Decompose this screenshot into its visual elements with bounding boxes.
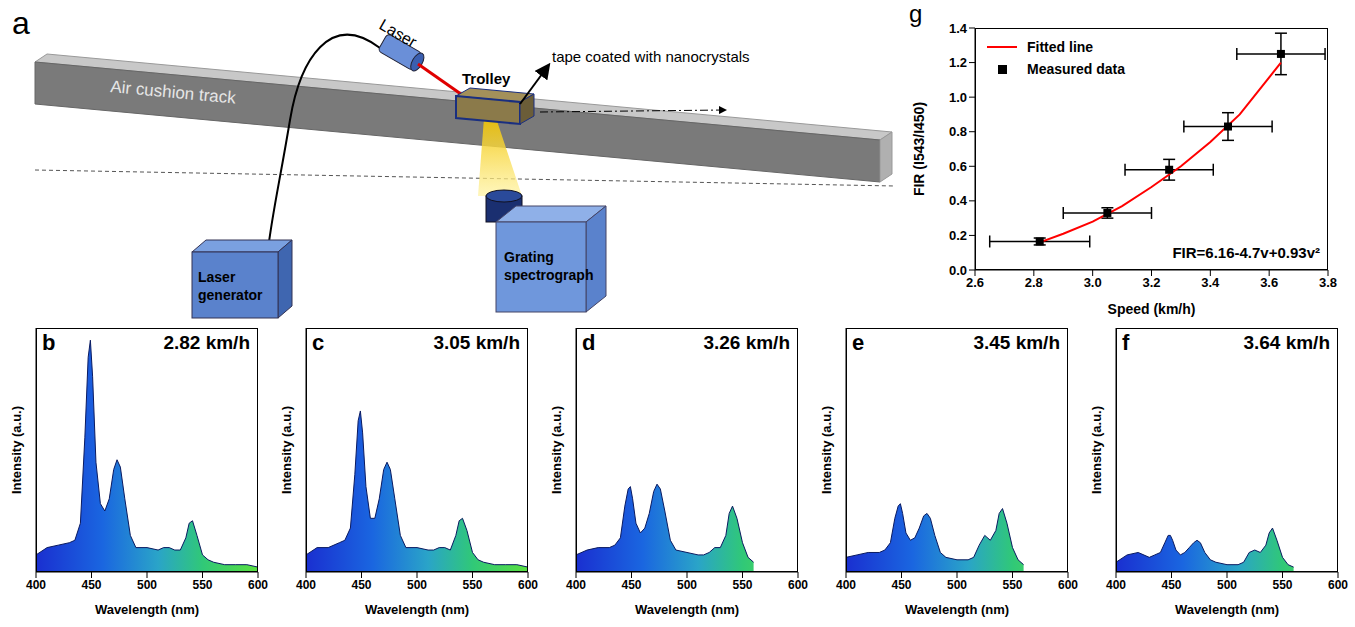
svg-text:400: 400 bbox=[836, 578, 856, 592]
svg-text:0.0: 0.0 bbox=[949, 263, 967, 278]
svg-text:spectrograph: spectrograph bbox=[504, 267, 593, 283]
svg-text:500: 500 bbox=[407, 578, 427, 592]
html-text:Intensity (a.u.): Intensity (a.u.) bbox=[1088, 405, 1104, 495]
svg-text:Wavelength (nm): Wavelength (nm) bbox=[95, 602, 199, 617]
svg-text:550: 550 bbox=[192, 578, 212, 592]
html-text:FIR (I543/I450): FIR (I543/I450) bbox=[911, 101, 927, 197]
svg-text:600: 600 bbox=[788, 578, 808, 592]
svg-text:2.8: 2.8 bbox=[1025, 275, 1043, 290]
svg-text:generator: generator bbox=[198, 287, 263, 303]
svg-text:Wavelength (nm): Wavelength (nm) bbox=[1175, 602, 1279, 617]
html-text:b: b bbox=[42, 330, 56, 355]
html-text:Fitted line: Fitted line bbox=[1027, 39, 1094, 55]
html-text:f: f bbox=[1122, 330, 1130, 355]
svg-text:a: a bbox=[12, 5, 30, 41]
html-text:3.45 km/h: 3.45 km/h bbox=[973, 332, 1060, 353]
svg-text:600: 600 bbox=[1328, 578, 1348, 592]
svg-text:500: 500 bbox=[947, 578, 967, 592]
svg-text:400: 400 bbox=[26, 578, 46, 592]
svg-text:1.4: 1.4 bbox=[949, 21, 968, 36]
svg-text:500: 500 bbox=[677, 578, 697, 592]
svg-text:3.2: 3.2 bbox=[1142, 275, 1160, 290]
svg-text:Grating: Grating bbox=[504, 249, 554, 265]
html-text:c: c bbox=[312, 330, 325, 355]
svg-text:450: 450 bbox=[351, 578, 371, 592]
html-text:Intensity (a.u.): Intensity (a.u.) bbox=[8, 405, 24, 495]
svg-text:3.0: 3.0 bbox=[1084, 275, 1102, 290]
html-text:3.05 km/h: 3.05 km/h bbox=[433, 332, 520, 353]
svg-text:550: 550 bbox=[1272, 578, 1292, 592]
svg-text:Air cushion track: Air cushion track bbox=[110, 77, 237, 108]
svg-text:450: 450 bbox=[621, 578, 641, 592]
svg-text:400: 400 bbox=[566, 578, 586, 592]
html-text:Intensity (a.u.): Intensity (a.u.) bbox=[548, 405, 564, 495]
svg-text:0.4: 0.4 bbox=[949, 193, 968, 208]
html-text:3.64 km/h: 3.64 km/h bbox=[1243, 332, 1330, 353]
svg-text:1.2: 1.2 bbox=[949, 55, 967, 70]
svg-text:Wavelength (nm): Wavelength (nm) bbox=[365, 602, 469, 617]
svg-text:450: 450 bbox=[1161, 578, 1181, 592]
html-text:Intensity (a.u.): Intensity (a.u.) bbox=[278, 405, 294, 495]
svg-text:Wavelength (nm): Wavelength (nm) bbox=[905, 602, 1009, 617]
svg-text:0.8: 0.8 bbox=[949, 124, 967, 139]
svg-text:Wavelength (nm): Wavelength (nm) bbox=[635, 602, 739, 617]
html-text:3.26 km/h: 3.26 km/h bbox=[703, 332, 790, 353]
svg-text:550: 550 bbox=[1002, 578, 1022, 592]
html-text:e: e bbox=[852, 330, 865, 355]
svg-text:3.6: 3.6 bbox=[1260, 275, 1278, 290]
svg-text:600: 600 bbox=[248, 578, 268, 592]
svg-text:2.6: 2.6 bbox=[966, 275, 984, 290]
svg-text:3.4: 3.4 bbox=[1201, 275, 1220, 290]
svg-text:600: 600 bbox=[1058, 578, 1078, 592]
svg-text:400: 400 bbox=[1106, 578, 1126, 592]
svg-text:Laser: Laser bbox=[377, 16, 421, 51]
svg-text:450: 450 bbox=[891, 578, 911, 592]
html-text:g: g bbox=[909, 0, 923, 27]
svg-text:400: 400 bbox=[296, 578, 316, 592]
svg-text:450: 450 bbox=[81, 578, 101, 592]
svg-text:500: 500 bbox=[137, 578, 157, 592]
svg-text:500: 500 bbox=[1217, 578, 1237, 592]
svg-text:3.8: 3.8 bbox=[1319, 275, 1337, 290]
html-text:2.82 km/h: 2.82 km/h bbox=[163, 332, 250, 353]
svg-text:0.2: 0.2 bbox=[949, 228, 967, 243]
svg-text:tape coated with nanocrystals: tape coated with nanocrystals bbox=[552, 48, 750, 65]
html-text:Intensity (a.u.): Intensity (a.u.) bbox=[818, 405, 834, 495]
svg-text:Laser: Laser bbox=[198, 269, 236, 285]
html-text:Measured data: Measured data bbox=[1027, 61, 1125, 77]
svg-text:550: 550 bbox=[462, 578, 482, 592]
svg-text:Speed (km/h): Speed (km/h) bbox=[1108, 301, 1196, 317]
svg-text:0.6: 0.6 bbox=[949, 159, 967, 174]
svg-text:600: 600 bbox=[518, 578, 538, 592]
svg-text:1.0: 1.0 bbox=[949, 90, 967, 105]
svg-text:Trolley: Trolley bbox=[462, 70, 511, 87]
html-text:d: d bbox=[582, 330, 596, 355]
svg-text:550: 550 bbox=[732, 578, 752, 592]
html-text:FIR=6.16-4.7v+0.93v²: FIR=6.16-4.7v+0.93v² bbox=[1172, 244, 1320, 261]
